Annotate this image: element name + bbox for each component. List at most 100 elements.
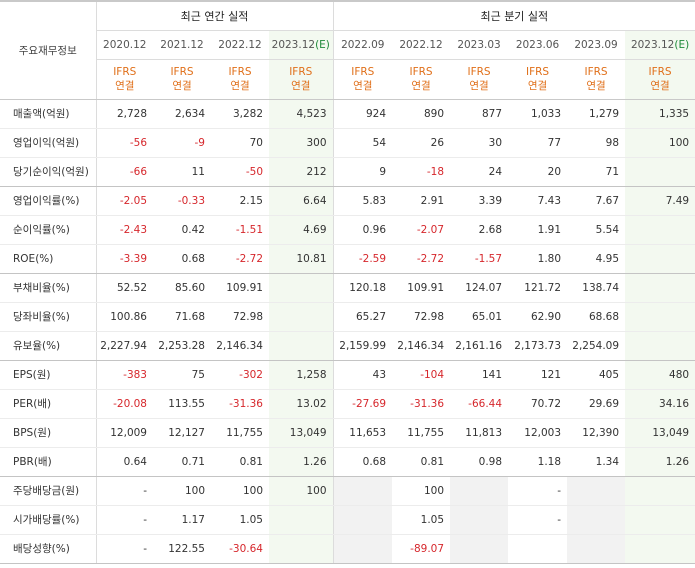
table-cell: 30 xyxy=(450,128,509,158)
row-label: 시가배당률(%) xyxy=(0,505,97,535)
row-label: 영업이익률(%) xyxy=(0,186,97,216)
standard-type: IFRS xyxy=(289,66,313,78)
standard-type: IFRS xyxy=(351,66,375,78)
table-cell xyxy=(333,476,393,506)
table-row: 주당배당금(원) -100 100 100 100- xyxy=(0,476,695,506)
table-cell: 7.67 xyxy=(567,186,626,216)
table-cell: 877 xyxy=(450,99,509,129)
standard-type: IFRS xyxy=(409,66,433,78)
row-label: PBR(배) xyxy=(0,447,97,477)
table-cell xyxy=(567,505,626,535)
row-label: 영업이익(억원) xyxy=(0,128,97,158)
table-row: 당기순이익(억원) -66 11 -50 212 9 -18 24 20 71 xyxy=(0,157,695,187)
table-cell: 100 xyxy=(153,476,211,506)
table-cell xyxy=(567,476,626,506)
accounting-standard: IFRS 연결 xyxy=(153,59,211,100)
table-cell: 1.17 xyxy=(153,505,211,535)
table-cell: 100 xyxy=(625,128,695,158)
table-cell: 77 xyxy=(508,128,568,158)
table-cell: 4.95 xyxy=(567,244,626,274)
table-cell: 300 xyxy=(269,128,334,158)
table-cell: 24 xyxy=(450,157,509,187)
standard-type: IFRS xyxy=(648,66,672,78)
table-cell: -383 xyxy=(96,360,153,390)
row-label: 당좌비율(%) xyxy=(0,302,97,332)
row-label: 주당배당금(원) xyxy=(0,476,97,506)
standard-scope: 연결 xyxy=(172,80,192,92)
table-cell xyxy=(333,505,393,535)
table-cell: -31.36 xyxy=(211,389,269,419)
period-label: 2022.09 xyxy=(341,38,385,51)
table-cell: - xyxy=(508,476,568,506)
table-cell xyxy=(625,273,695,303)
table-cell: -302 xyxy=(211,360,269,390)
period-label: 2020.12 xyxy=(103,38,147,51)
table-cell xyxy=(625,244,695,274)
table-cell: 1,279 xyxy=(567,99,626,129)
table-cell: 62.90 xyxy=(508,302,568,332)
table-row: PBR(배) 0.64 0.71 0.81 1.26 0.68 0.81 0.98 1.18 1.… xyxy=(0,447,695,477)
table-cell: 0.68 xyxy=(333,447,393,477)
period-label: 2023.09 xyxy=(574,38,618,51)
table-cell: 2,227.94 xyxy=(96,331,153,361)
table-cell: 120.18 xyxy=(333,273,393,303)
table-cell: 212 xyxy=(269,157,334,187)
row-label: 당기순이익(억원) xyxy=(0,157,97,187)
table-cell: 1,335 xyxy=(625,99,695,129)
table-cell: 100.86 xyxy=(96,302,153,332)
table-cell: 65.01 xyxy=(450,302,509,332)
table-cell: 4.69 xyxy=(269,215,334,245)
table-cell: -2.72 xyxy=(211,244,269,274)
table-cell xyxy=(269,505,334,535)
table-cell xyxy=(625,331,695,361)
table-cell: 13,049 xyxy=(625,418,695,448)
table-cell: 7.49 xyxy=(625,186,695,216)
corner-label: 주요재무정보 xyxy=(0,0,97,100)
standard-scope: 연결 xyxy=(411,80,431,92)
table-cell: 1.91 xyxy=(508,215,568,245)
accounting-standard: IFRS 연결 xyxy=(508,59,568,100)
row-label: BPS(원) xyxy=(0,418,97,448)
table-cell: 65.27 xyxy=(333,302,393,332)
period-header: 2023.12(E) xyxy=(625,30,695,60)
table-cell: -2.43 xyxy=(96,215,153,245)
table-cell: -18 xyxy=(392,157,451,187)
table-cell: 43 xyxy=(333,360,393,390)
period-label: 2023.06 xyxy=(515,38,560,51)
table-cell: -56 xyxy=(96,128,153,158)
standard-scope: 연결 xyxy=(527,80,548,92)
table-cell: 13.02 xyxy=(269,389,334,419)
table-cell: 2,173.73 xyxy=(508,331,568,361)
row-label: ROE(%) xyxy=(0,244,97,274)
table-cell: 72.98 xyxy=(392,302,451,332)
table-cell: -31.36 xyxy=(392,389,451,419)
table-cell xyxy=(450,505,509,535)
table-cell: 0.81 xyxy=(211,447,269,477)
table-cell xyxy=(450,534,509,564)
table-cell xyxy=(333,534,393,564)
period-header: 2022.12 xyxy=(392,30,451,60)
table-row: BPS(원) 12,009 12,127 11,755 13,049 11,653 11,7… xyxy=(0,418,695,448)
table-cell: 2,146.34 xyxy=(392,331,451,361)
table-cell: 480 xyxy=(625,360,695,390)
table-cell xyxy=(625,157,695,187)
table-cell: 5.83 xyxy=(333,186,393,216)
table-cell: 13,049 xyxy=(269,418,334,448)
table-cell: 109.91 xyxy=(211,273,269,303)
table-cell: 2.91 xyxy=(392,186,451,216)
table-cell xyxy=(269,273,334,303)
standard-scope: 연결 xyxy=(650,80,670,92)
table-cell: 1.26 xyxy=(269,447,334,477)
period-header: 2023.12(E) xyxy=(269,30,334,60)
table-cell: 52.52 xyxy=(96,273,153,303)
standard-type: IFRS xyxy=(525,66,550,78)
table-cell: 4,523 xyxy=(269,99,334,129)
annual-group-header: 최근 연간 실적 xyxy=(96,0,334,31)
table-cell: 11,653 xyxy=(333,418,393,448)
table-cell: 0.68 xyxy=(153,244,211,274)
row-label: 부채비율(%) xyxy=(0,273,97,303)
table-row: PER(배) -20.08 113.55 -31.36 13.02 -27.69 -31.3… xyxy=(0,389,695,419)
table-row: 영업이익률(%) -2.05 -0.33 2.15 6.64 5.83 2.91 3.39 7.… xyxy=(0,186,695,216)
table-cell: -27.69 xyxy=(333,389,393,419)
